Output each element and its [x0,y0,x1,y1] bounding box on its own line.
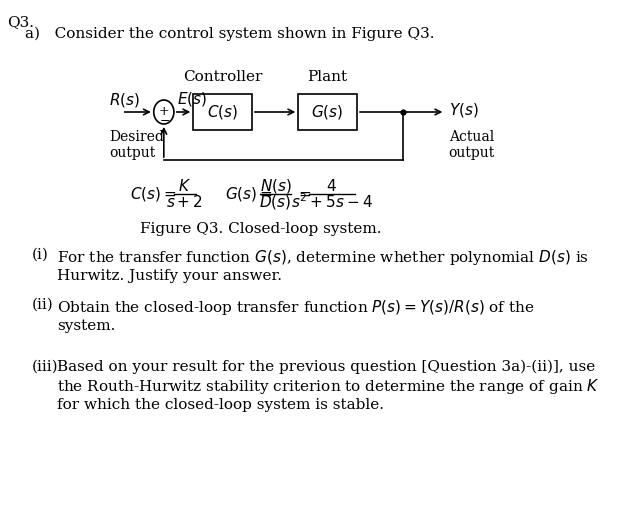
Text: −: − [159,114,170,127]
Text: Plant: Plant [308,70,348,84]
FancyBboxPatch shape [193,94,252,130]
Text: a)   Consider the control system shown in Figure Q3.: a) Consider the control system shown in … [25,27,434,42]
Text: (iii): (iii) [32,360,59,374]
Text: $D(s)$: $D(s)$ [259,193,292,211]
Text: $s + 2$: $s + 2$ [166,194,203,210]
Text: $E(s)$: $E(s)$ [177,90,208,108]
Text: $4$: $4$ [326,178,337,194]
Text: $R(s)$: $R(s)$ [109,91,140,109]
Text: +: + [159,105,169,118]
Text: $C(s) =$: $C(s) =$ [130,185,177,203]
Text: $s^2 + 5s - 4$: $s^2 + 5s - 4$ [291,192,373,211]
Text: For the transfer function $G(s)$, determine whether polynomial $D(s)$ is
Hurwitz: For the transfer function $G(s)$, determ… [57,248,589,283]
Text: $C(s)$: $C(s)$ [207,103,238,121]
Text: $K$: $K$ [178,178,191,194]
Text: $G(s) =$: $G(s) =$ [225,185,273,203]
Text: Desired
output: Desired output [109,130,164,160]
Text: $=$: $=$ [296,187,311,201]
Text: Actual
output: Actual output [448,130,495,160]
Text: (i): (i) [32,248,49,262]
Text: (ii): (ii) [32,298,54,312]
Text: $Y(s)$: $Y(s)$ [448,101,478,119]
Text: $G(s)$: $G(s)$ [311,103,344,121]
Text: Q3.: Q3. [7,15,34,29]
Text: $N(s)$: $N(s)$ [260,177,292,195]
Text: Figure Q3. Closed-loop system.: Figure Q3. Closed-loop system. [140,222,381,236]
Text: Controller: Controller [183,70,262,84]
Text: Based on your result for the previous question [Question 3a)-(ii)], use
the Rout: Based on your result for the previous qu… [57,360,600,412]
FancyBboxPatch shape [298,94,357,130]
Text: Obtain the closed-loop transfer function $P(s) = Y(s)/R(s)$ of the
system.: Obtain the closed-loop transfer function… [57,298,535,333]
